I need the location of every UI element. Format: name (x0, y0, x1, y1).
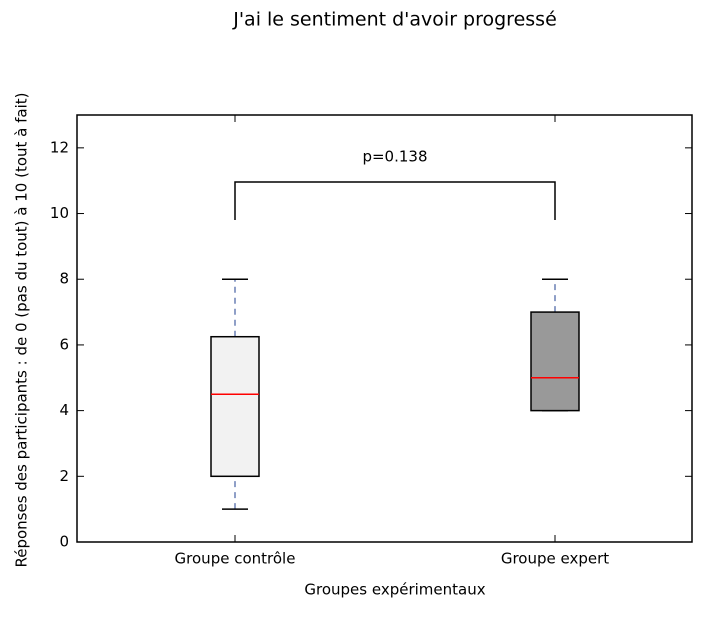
box (210, 335, 260, 478)
x-tick-label: Groupe expert (501, 550, 609, 568)
y-tick-label: 10 (50, 204, 69, 222)
y-tick-label: 0 (59, 533, 69, 551)
y-tick-label: 12 (50, 138, 69, 156)
y-tick-label: 2 (59, 467, 69, 485)
plot-frame (76, 114, 693, 543)
annotation: p=0.138 (362, 148, 427, 166)
x-tick-label: Groupe contrôle (175, 550, 296, 568)
y-axis-label: Réponses des participants : de 0 (pas du… (13, 92, 31, 567)
significance-bracket (234, 181, 556, 220)
y-tick-label: 6 (59, 335, 69, 353)
y-tick-label: 4 (59, 401, 69, 419)
x-axis-label: Groupes expérimentaux (304, 581, 485, 599)
chart-title: J'ai le sentiment d'avoir progressé (232, 9, 557, 31)
y-tick-label: 8 (59, 270, 69, 288)
box (530, 311, 580, 412)
